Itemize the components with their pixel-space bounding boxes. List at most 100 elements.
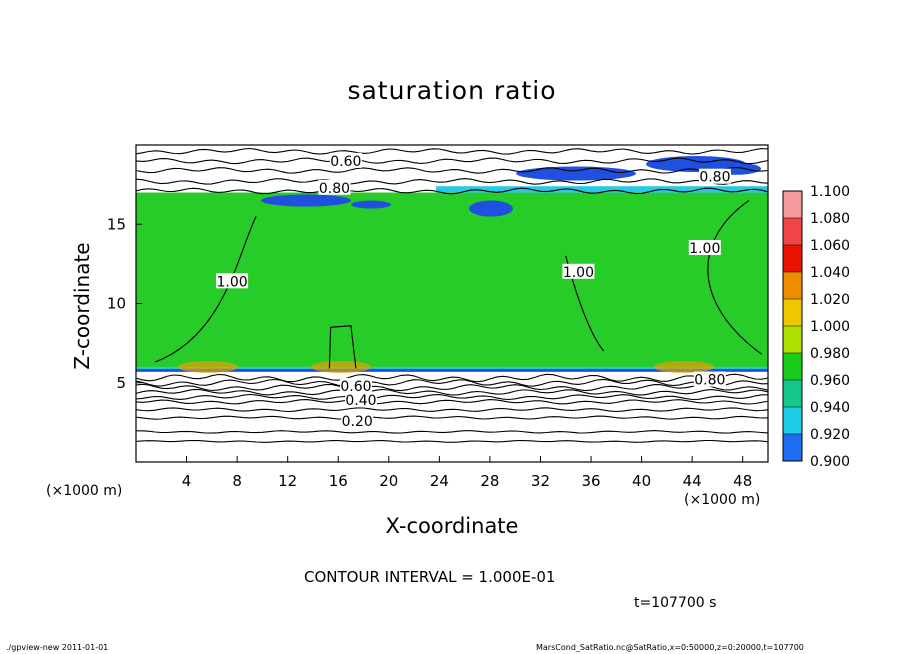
supersaturated-spot: [178, 360, 238, 373]
contour-1.00-left: [154, 216, 257, 363]
colorbar-swatch: [783, 353, 802, 380]
contour-label: 0.80: [319, 181, 350, 197]
y-tick-label: 10: [107, 295, 126, 313]
lower-interface-edge: [136, 366, 768, 369]
lower-contour-line: [136, 388, 768, 396]
lower-contour-line: [136, 393, 768, 401]
contour-label: 1.00: [563, 265, 594, 281]
contour-label: 0.80: [699, 170, 730, 186]
colorbar-label: 1.060: [810, 238, 850, 254]
contour-label-bg: [688, 240, 721, 256]
colorbar-label: 1.040: [810, 265, 850, 281]
contour-label: 0.40: [345, 393, 376, 409]
x-axis-ticks: 4 8 12 16 20 24 28 32 36 40 44 48: [182, 456, 752, 490]
lower-contour-line: [136, 407, 768, 413]
contour-label: 1.00: [689, 241, 720, 257]
colorbar-swatch: [783, 245, 802, 272]
upper-contour-line: [136, 166, 768, 174]
x-tick-label: 36: [581, 472, 600, 490]
contour-label-bg: [344, 392, 377, 408]
x-tick-label: 12: [278, 472, 297, 490]
contour-label-bg: [562, 263, 595, 279]
z-axis-unit: (×1000 m): [46, 483, 123, 499]
lower-interface-band: [136, 368, 768, 372]
colorbar-swatch: [783, 299, 802, 326]
contour-labels: 0.600.800.801.001.001.000.800.600.400.20: [216, 152, 731, 430]
colorbar-swatch: [783, 218, 802, 245]
lower-contour-line: [136, 399, 768, 405]
colorbar-swatch: [783, 434, 802, 461]
lower-contour-line: [136, 430, 768, 434]
x-tick-label: 20: [379, 472, 398, 490]
upper-contour-line: [136, 157, 768, 165]
contour-label: 0.60: [340, 379, 371, 395]
supersaturated-spot: [654, 360, 714, 373]
contour-label-bg: [339, 377, 372, 393]
x-tick-label: 16: [329, 472, 348, 490]
chart-title: saturation ratio: [347, 76, 557, 105]
contour-label: 0.20: [342, 414, 373, 430]
supersaturated-spot: [311, 360, 371, 373]
upper-contour-line: [136, 147, 768, 155]
contour-1.00-box: [328, 325, 357, 369]
colorbar-label: 0.900: [810, 454, 850, 470]
contour-interval-text: CONTOUR INTERVAL = 1.000E-01: [304, 568, 556, 586]
upper-contour-line: [136, 187, 768, 195]
colorbar-label: 0.980: [810, 346, 850, 362]
colorbar-label: 0.940: [810, 400, 850, 416]
contour-label-bg: [329, 152, 362, 168]
upper-interface-edge: [436, 186, 768, 193]
lower-contour-line: [136, 415, 768, 420]
colorbar-swatch: [783, 191, 802, 218]
x-axis-label: X-coordinate: [385, 514, 519, 538]
undersaturated-blob: [261, 194, 351, 207]
colorbar-label: 0.920: [810, 427, 850, 443]
time-stamp: t=107700 s: [634, 595, 717, 611]
colorbar-swatch: [783, 380, 802, 407]
lower-contour-line: [136, 383, 768, 392]
x-tick-label: 44: [683, 472, 702, 490]
contour-label: 0.60: [330, 154, 361, 170]
footer-source: MarsCond_SatRatio.nc@SatRatio,x=0:50000,…: [536, 643, 804, 652]
footer-program: ./gpview-new 2011-01-01: [6, 643, 109, 652]
upper-contour-line: [136, 178, 768, 185]
colorbar-label: 0.960: [810, 373, 850, 389]
contour-label-bg: [341, 412, 374, 428]
contour-label-bg: [318, 179, 351, 195]
x-tick-label: 48: [733, 472, 752, 490]
lower-contour-line: [136, 378, 768, 387]
lower-contour-line: [136, 373, 768, 383]
x-tick-label: 8: [232, 472, 242, 490]
x-tick-label: 28: [480, 472, 499, 490]
y-axis-label: Z-coordinate: [70, 242, 94, 370]
saturation-field: [136, 156, 768, 373]
colorbar-swatch: [783, 407, 802, 434]
lower-contour-line: [136, 439, 768, 443]
colorbar-label: 1.080: [810, 211, 850, 227]
y-axis-ticks: 5 10 15: [107, 215, 142, 392]
contour-label-bg: [216, 273, 249, 289]
undersaturated-blob: [516, 166, 636, 181]
colorbar: 1.100 1.080 1.060 1.040 1.020 1.000 0.980 0.960…: [782, 184, 850, 470]
contour-label: 1.00: [216, 274, 247, 290]
contour-label-bg: [693, 371, 726, 387]
x-tick-label: 4: [182, 472, 192, 490]
y-tick-label: 15: [107, 215, 126, 233]
colorbar-label: 1.100: [810, 184, 850, 200]
contour-label: 0.80: [694, 373, 725, 389]
undersaturated-blob: [351, 200, 391, 209]
contour-lines: [136, 147, 768, 443]
contour-1.00-right: [707, 200, 763, 355]
colorbar-label: 1.000: [810, 319, 850, 335]
colorbar-swatch: [783, 326, 802, 353]
x-tick-label: 32: [531, 472, 550, 490]
colorbar-swatch: [783, 272, 802, 299]
colorbar-label: 1.020: [810, 292, 850, 308]
y-tick-label: 5: [116, 374, 126, 392]
x-tick-label: 40: [632, 472, 651, 490]
x-axis-unit: (×1000 m): [684, 492, 761, 508]
undersaturated-blob: [469, 200, 513, 217]
x-tick-label: 24: [430, 472, 449, 490]
contour-label-bg: [698, 168, 731, 184]
